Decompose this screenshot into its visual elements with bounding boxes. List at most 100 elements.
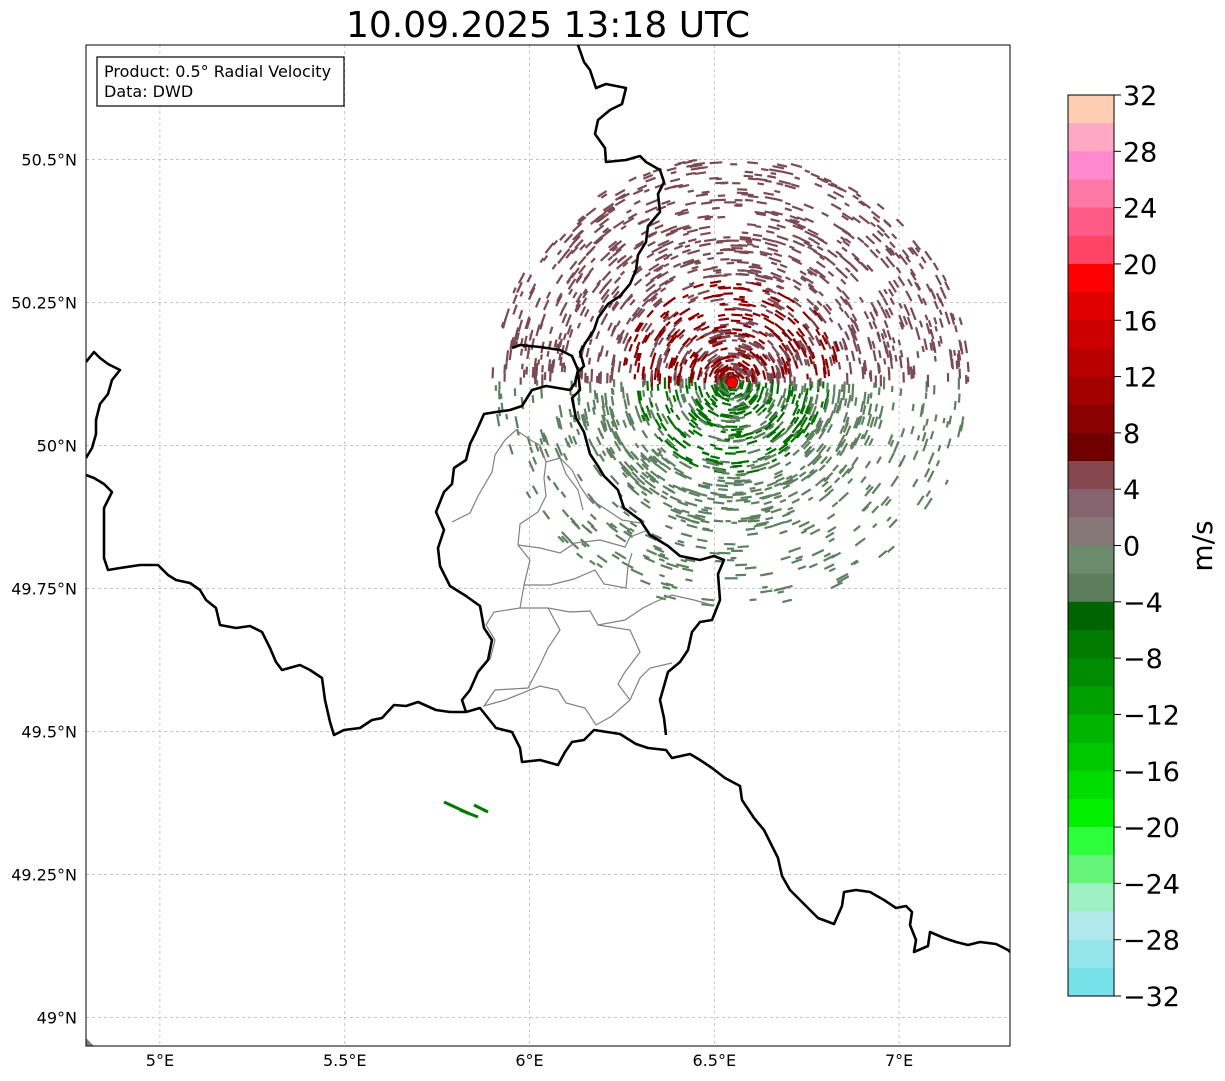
echo-gate: [702, 481, 713, 487]
echo-gate: [865, 484, 872, 491]
echo-gate: [762, 391, 770, 404]
echo-gate: [782, 388, 787, 399]
echo-gate: [572, 414, 577, 423]
echo-gate: [794, 360, 799, 369]
echo-gate: [760, 360, 768, 372]
echo-gate: [920, 256, 927, 264]
echo-gate: [702, 464, 711, 469]
echo-gate: [776, 163, 788, 168]
echo-gate: [803, 524, 816, 532]
echo-gate: [752, 426, 764, 434]
echo-gate: [709, 333, 722, 340]
echo-gate: [593, 389, 597, 400]
echo-gate: [667, 310, 679, 321]
lat-tick-label: 49.25°N: [11, 865, 77, 884]
echo-gate: [685, 456, 693, 462]
echo-gate: [754, 277, 767, 283]
echo-gate: [614, 551, 627, 560]
echo-gate: [649, 401, 654, 408]
echo-gate: [844, 267, 851, 273]
echo-gate: [572, 435, 578, 445]
echo-gate: [813, 304, 820, 311]
echo-gate: [929, 430, 935, 440]
echo-gate: [748, 395, 758, 406]
echo-gate: [553, 339, 558, 348]
echo-gate: [850, 324, 857, 335]
echo-gate: [678, 460, 688, 467]
echo-gate: [719, 387, 730, 396]
echo-gate: [673, 507, 684, 514]
echo-gate: [745, 376, 749, 383]
echo-gate: [735, 272, 748, 276]
echo-gate: [565, 249, 574, 259]
info-box-product: Product: 0.5° Radial Velocity: [104, 62, 331, 81]
echo-gate: [667, 396, 674, 408]
canton-line-south2: [597, 624, 641, 701]
echo-gate: [792, 278, 803, 287]
echo-gate: [576, 410, 581, 421]
echo-gate: [878, 549, 888, 559]
echo-gate: [851, 329, 858, 342]
echo-gate: [810, 414, 816, 423]
echo-gate: [630, 417, 635, 425]
echo-gate: [933, 300, 939, 310]
echo-gate: [754, 173, 763, 177]
echo-gate: [739, 251, 749, 255]
echo-gate: [738, 303, 751, 307]
echo-gate: [625, 393, 631, 406]
echo-gate: [501, 318, 507, 329]
echo-gate: [517, 319, 524, 332]
echo-gate: [747, 369, 753, 376]
lon-tick-label: 5°E: [146, 1051, 174, 1070]
echo-gate: [830, 581, 843, 590]
echo-gate: [835, 444, 842, 453]
echo-gate: [796, 408, 801, 415]
echo-gate: [652, 455, 664, 466]
echo-gate: [825, 398, 830, 406]
echo-gate: [747, 448, 761, 455]
echo-gate: [735, 563, 748, 567]
echo-gate: [853, 256, 862, 265]
echo-gate: [782, 478, 794, 486]
echo-gate: [741, 342, 752, 349]
echo-gate: [851, 216, 861, 224]
echo-gate: [792, 337, 801, 349]
echo-gate: [845, 354, 849, 362]
echo-gate: [760, 313, 770, 319]
echo-gate: [597, 304, 605, 314]
echo-gate: [570, 267, 580, 279]
echo-gate: [880, 333, 885, 340]
echo-gate: [640, 579, 651, 586]
echo-gate: [836, 286, 843, 293]
echo-gate: [500, 321, 505, 328]
echo-gate: [611, 553, 620, 560]
echo-gate: [823, 563, 835, 570]
echo-gate: [847, 261, 858, 272]
echo-gate: [854, 397, 858, 406]
echo-gate: [956, 424, 963, 438]
colorbar-bin: [1068, 686, 1114, 716]
echo-gate: [684, 558, 696, 563]
colorbar-bin: [1068, 967, 1114, 997]
echo-gate: [754, 481, 762, 486]
echo-gate: [787, 316, 796, 325]
echo-gate: [682, 350, 690, 360]
echo-gate: [786, 433, 795, 442]
lon-tick-label: 6.5°E: [693, 1051, 737, 1070]
echo-gate: [640, 230, 648, 236]
echo-gate: [758, 338, 766, 345]
echo-gate: [694, 171, 707, 176]
echo-gate: [884, 244, 896, 256]
echo-gate: [620, 242, 627, 248]
echo-gate: [668, 483, 675, 489]
echo-gate: [703, 398, 711, 406]
echo-gate: [876, 224, 886, 233]
echo-gate: [699, 371, 704, 377]
echo-gate: [831, 355, 836, 362]
echo-gate: [660, 226, 673, 234]
echo-gate: [808, 336, 815, 347]
echo-gate: [658, 373, 662, 385]
echo-gate: [844, 202, 850, 207]
echo-gate: [771, 210, 783, 216]
echo-gate: [593, 224, 605, 234]
